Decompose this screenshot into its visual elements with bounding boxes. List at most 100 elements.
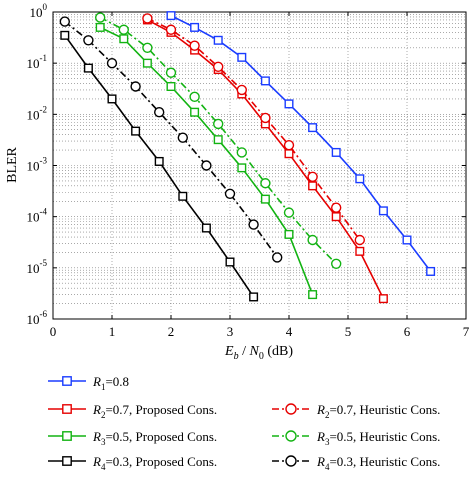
- data-point: [83, 63, 93, 73]
- legend-label: R3=0.5, Heuristic Cons.: [316, 429, 440, 447]
- data-point: [308, 123, 318, 133]
- series-7: [59, 16, 283, 263]
- x-axis-label: Eb / N0 (dB): [224, 344, 293, 362]
- data-point: [331, 147, 341, 157]
- data-point: [130, 81, 141, 92]
- data-point: [284, 99, 294, 109]
- y-tick-label: 10-1: [27, 53, 48, 71]
- x-tick-label: 1: [109, 324, 116, 339]
- data-point: [62, 376, 72, 386]
- legend-label: R1=0.8: [92, 374, 129, 392]
- y-tick-label: 100: [30, 2, 48, 20]
- x-tick-label: 2: [168, 324, 175, 339]
- legend-label: R4=0.3, Heuristic Cons.: [316, 454, 440, 472]
- data-point: [284, 229, 294, 239]
- data-point: [378, 206, 388, 216]
- data-point: [166, 11, 176, 21]
- data-point: [307, 171, 318, 183]
- data-point: [331, 202, 342, 213]
- data-point: [107, 94, 117, 104]
- legend-label: R4=0.3, Proposed Cons.: [92, 454, 217, 472]
- data-point: [142, 42, 153, 53]
- y-axis-label: BLER: [5, 146, 20, 182]
- series: [59, 11, 436, 304]
- y-tick-label: 10-6: [27, 309, 48, 327]
- data-point: [285, 455, 297, 467]
- legend-entry: R4=0.3, Heuristic Cons.: [272, 454, 440, 472]
- series-2: [142, 15, 388, 304]
- data-point: [331, 212, 341, 222]
- data-point: [355, 174, 365, 184]
- data-point: [118, 24, 130, 35]
- data-point: [62, 431, 72, 441]
- data-point: [236, 147, 248, 158]
- data-point: [426, 266, 436, 276]
- data-point: [260, 178, 271, 189]
- legend-entry: R2=0.7, Heuristic Cons.: [272, 402, 440, 420]
- data-point: [165, 24, 177, 35]
- data-point: [142, 58, 152, 68]
- y-tick-label: 10-4: [27, 207, 48, 225]
- x-tick-label: 5: [345, 324, 352, 339]
- series-line: [64, 20, 278, 258]
- data-point: [189, 91, 200, 103]
- data-point: [212, 118, 224, 130]
- data-point: [284, 149, 294, 159]
- data-point: [190, 22, 200, 32]
- data-point: [94, 12, 106, 23]
- data-point: [331, 258, 342, 269]
- data-point: [154, 156, 164, 166]
- x-tick-label: 3: [227, 324, 234, 339]
- legend-entry: R1=0.8: [48, 374, 129, 392]
- data-point: [83, 35, 94, 46]
- data-point: [283, 139, 295, 151]
- data-point: [190, 107, 200, 117]
- data-point: [378, 294, 388, 304]
- legend: R1=0.8 R2=0.7, Proposed Cons. R2=0.7, Heur…: [48, 374, 440, 472]
- data-point: [166, 81, 176, 91]
- legend-label: R2=0.7, Heuristic Cons.: [316, 402, 440, 420]
- data-point: [60, 30, 70, 40]
- data-point: [59, 16, 71, 27]
- series-line: [147, 17, 361, 241]
- data-point: [189, 40, 200, 51]
- data-point: [249, 292, 259, 302]
- data-point: [307, 234, 318, 246]
- data-point: [260, 112, 271, 124]
- data-point: [308, 290, 318, 300]
- data-point: [177, 132, 189, 143]
- legend-label: R2=0.7, Proposed Cons.: [92, 402, 217, 420]
- data-point: [142, 13, 153, 24]
- grid: [53, 12, 466, 319]
- data-point: [285, 430, 297, 442]
- data-point: [237, 163, 247, 173]
- data-point: [237, 52, 247, 62]
- data-point: [285, 403, 297, 415]
- data-point: [153, 107, 165, 118]
- data-point: [225, 257, 235, 267]
- data-point: [283, 207, 295, 218]
- data-point: [201, 223, 211, 233]
- series-5: [142, 13, 365, 246]
- x-tick-label: 4: [286, 324, 293, 339]
- legend-entry: R2=0.7, Proposed Cons.: [48, 402, 217, 420]
- data-point: [62, 456, 72, 466]
- legend-entry: R4=0.3, Proposed Cons.: [48, 454, 217, 472]
- data-point: [355, 246, 365, 256]
- data-point: [131, 126, 141, 136]
- x-tick-label: 0: [50, 324, 57, 339]
- series-4: [60, 30, 259, 302]
- x-tick-label: 7: [463, 324, 470, 339]
- y-tick-label: 10-5: [27, 258, 48, 276]
- data-point: [272, 252, 283, 263]
- data-point: [224, 188, 236, 199]
- data-point: [308, 181, 318, 191]
- data-point: [213, 35, 223, 45]
- series-3: [95, 22, 318, 300]
- data-point: [213, 135, 223, 145]
- data-point: [201, 160, 212, 171]
- data-point: [402, 235, 412, 245]
- x-tick-label: 6: [404, 324, 411, 339]
- data-point: [95, 22, 105, 32]
